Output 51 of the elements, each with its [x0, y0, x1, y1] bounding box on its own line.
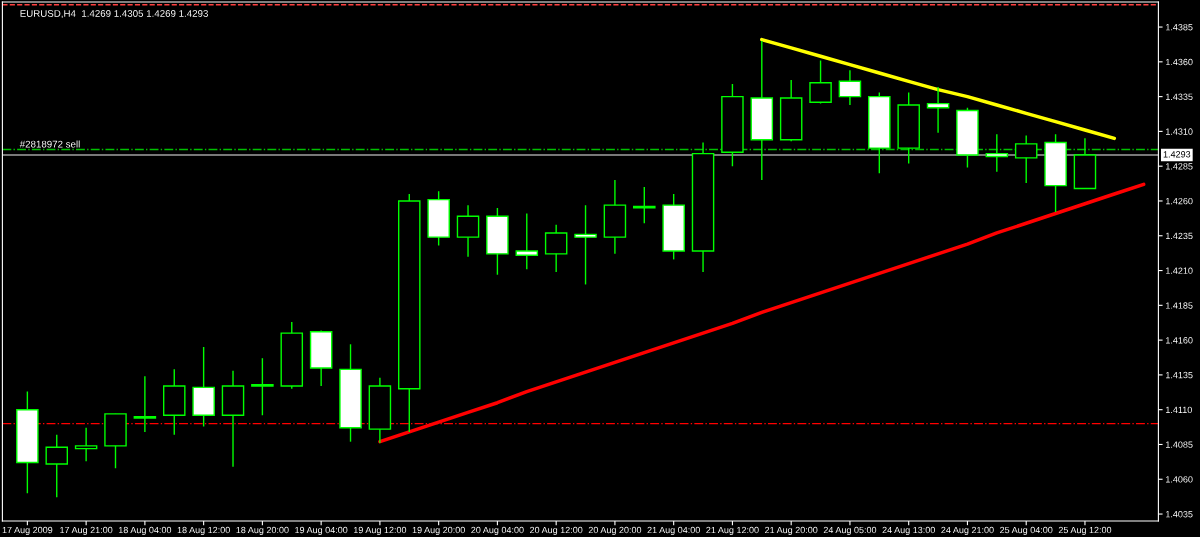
candlestick	[515, 212, 539, 270]
ref-line-label: 1.4293	[1163, 151, 1191, 158]
line-series	[760, 37, 1117, 141]
x-tick-label: 19 Aug 04:00	[295, 526, 348, 535]
x-tick-label: 21 Aug 12:00	[706, 526, 759, 535]
y-tick-label: 1.4385	[1166, 24, 1193, 31]
candlestick	[45, 434, 69, 499]
text: EURUSD,H4 1.4269 1.4305 1.4269 1.4293	[20, 10, 208, 19]
y-tick-label: 1.4285	[1166, 163, 1193, 170]
y-tick-label: 1.4235	[1166, 232, 1193, 240]
x-tick-label: 25 Aug 04:00	[1000, 526, 1053, 535]
candlestick	[809, 59, 832, 105]
y-tick-label: 1.4035	[1166, 511, 1193, 518]
y-tick-label: 1.4085	[1166, 441, 1193, 448]
y-tick-label: 1.4210	[1166, 267, 1193, 274]
y-tick-label: 1.4360	[1166, 58, 1193, 66]
x-tick-label: 24 Aug 05:00	[823, 526, 877, 535]
x-tick-label: 25 Aug 12:00	[1058, 526, 1112, 535]
candlestick	[544, 223, 568, 273]
x-tick-label: 24 Aug 21:00	[941, 526, 994, 535]
ref-line-label: #2818972 sell	[19, 140, 80, 148]
y-tick-label: 1.4335	[1166, 93, 1193, 100]
y-tick-label: 1.4185	[1166, 302, 1193, 309]
x-tick-label: 18 Aug 12:00	[177, 526, 230, 535]
y-tick-label: 1.4160	[1166, 337, 1193, 344]
x-tick-label: 24 Aug 13:00	[882, 526, 935, 535]
x-tick-label: 18 Aug 04:00	[118, 526, 172, 535]
x-tick-label: 19 Aug 12:00	[353, 526, 407, 535]
candlestick	[251, 357, 274, 416]
y-tick-label: 1.4260	[1166, 197, 1193, 205]
candlestick	[456, 204, 480, 258]
candlestick	[74, 427, 98, 462]
x-tick-label: 17 Aug 2009	[2, 526, 53, 535]
x-tick-label: 20 Aug 20:00	[588, 526, 642, 535]
candlestick	[633, 186, 656, 224]
candlestick	[838, 69, 862, 106]
x-tick-label: 21 Aug 04:00	[647, 526, 700, 535]
y-tick-label: 1.4135	[1166, 371, 1193, 379]
candlestick	[133, 375, 157, 433]
y-tick-label: 1.4060	[1166, 476, 1193, 483]
candlestick	[574, 204, 597, 286]
x-tick-label: 17 Aug 21:00	[60, 526, 113, 535]
x-tick-label: 18 Aug 20:00	[236, 526, 289, 535]
x-tick-label: 20 Aug 04:00	[471, 526, 524, 535]
y-tick-label: 1.4310	[1166, 128, 1193, 135]
candlestick	[985, 133, 1009, 173]
candlestick	[1014, 134, 1038, 184]
x-tick-label: 21 Aug 20:00	[765, 526, 818, 535]
x-tick-label: 20 Aug 12:00	[530, 526, 583, 535]
x-tick-label: 19 Aug 20:00	[412, 526, 465, 535]
y-tick-label: 1.4110	[1166, 406, 1192, 414]
